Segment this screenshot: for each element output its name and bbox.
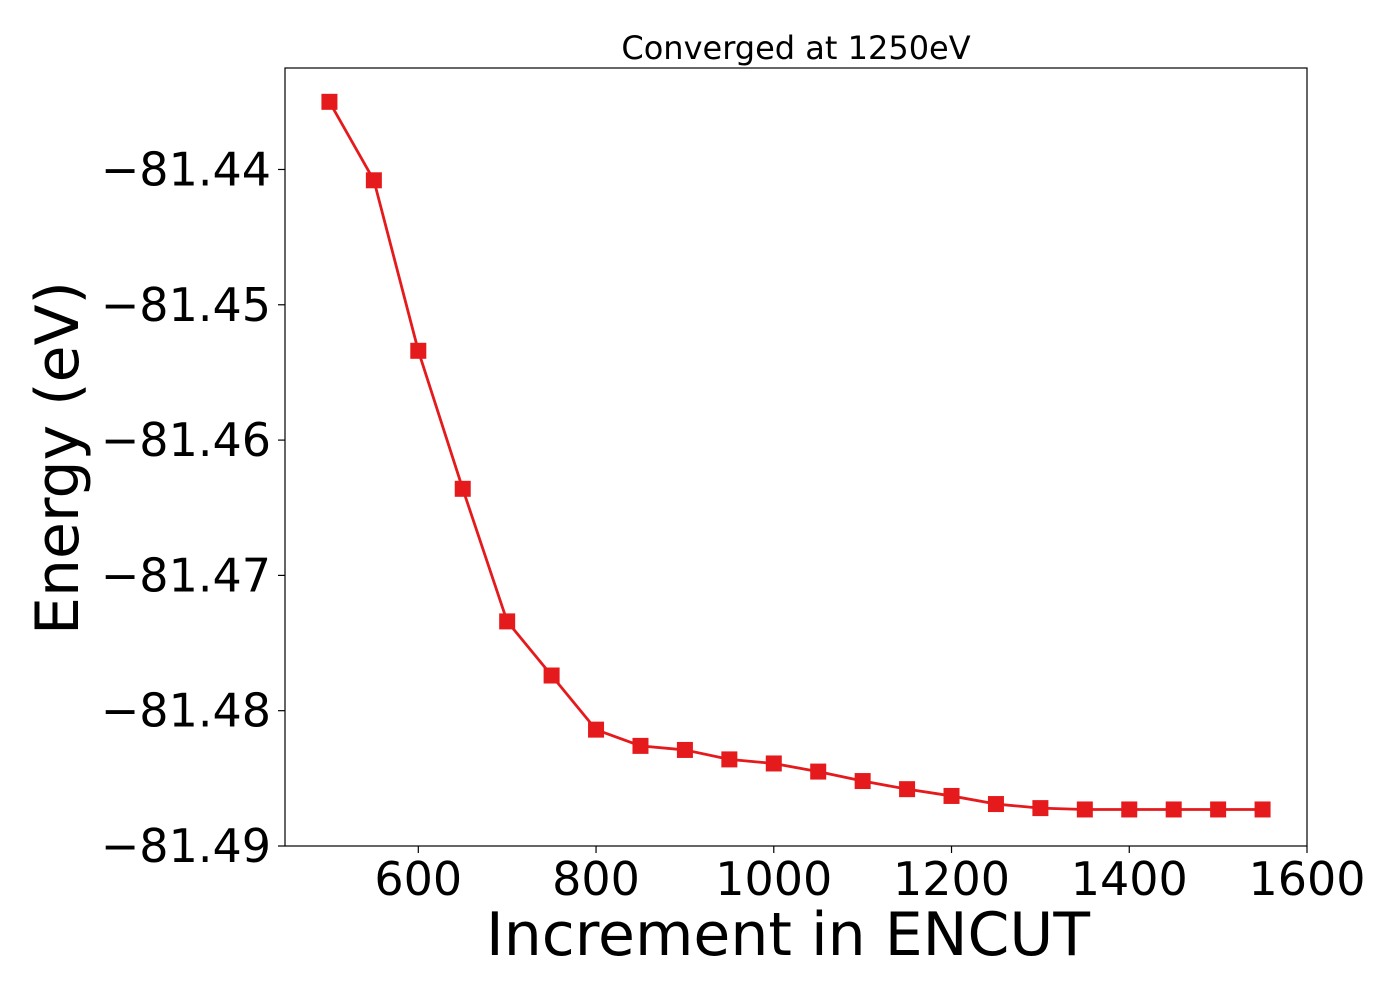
data-point — [499, 613, 516, 630]
x-axis-label: Increment in ENCUT — [486, 900, 1090, 970]
y-tick-label: −81.49 — [101, 819, 271, 873]
data-point — [765, 755, 782, 772]
data-point — [410, 342, 427, 359]
y-tick-label: −81.47 — [101, 548, 271, 602]
x-tick-label: 1600 — [1248, 852, 1365, 906]
data-point — [899, 781, 916, 798]
x-tick-label: 1200 — [893, 852, 1010, 906]
data-point — [454, 480, 471, 497]
data-point — [1254, 801, 1271, 818]
data-point — [987, 796, 1004, 813]
data-point — [721, 751, 738, 768]
data-point — [588, 721, 605, 738]
data-point — [1210, 801, 1227, 818]
data-point — [676, 741, 693, 758]
series-line — [328, 101, 1263, 811]
y-tick-label: −81.44 — [101, 142, 271, 196]
y-axis-label: Energy (eV) — [23, 281, 93, 635]
data-point — [1032, 800, 1049, 817]
data-point — [854, 773, 871, 790]
series-layer — [321, 93, 1271, 818]
data-point — [1165, 801, 1182, 818]
plot-frame — [284, 67, 1308, 847]
x-tick-label: 600 — [374, 852, 462, 906]
x-axis-ticks: 600 800 1000 1200 1400 1600 — [374, 846, 1366, 906]
x-tick-label: 1400 — [1071, 852, 1188, 906]
data-point — [632, 737, 649, 754]
x-tick-label: 1000 — [715, 852, 832, 906]
y-axis-ticks: −81.44 −81.45 −81.46 −81.47 −81.48 −81.49 — [101, 142, 285, 873]
y-tick-label: −81.45 — [101, 278, 271, 332]
data-point — [1121, 801, 1138, 818]
data-point — [943, 787, 960, 804]
data-point — [1076, 801, 1093, 818]
data-point — [321, 93, 338, 110]
data-point — [365, 172, 382, 189]
y-tick-label: −81.48 — [101, 684, 271, 738]
chart-title: Converged at 1250eV — [621, 29, 970, 67]
y-tick-label: −81.46 — [101, 413, 271, 467]
data-point — [543, 667, 560, 684]
data-point — [810, 763, 827, 780]
x-tick-label: 800 — [552, 852, 640, 906]
